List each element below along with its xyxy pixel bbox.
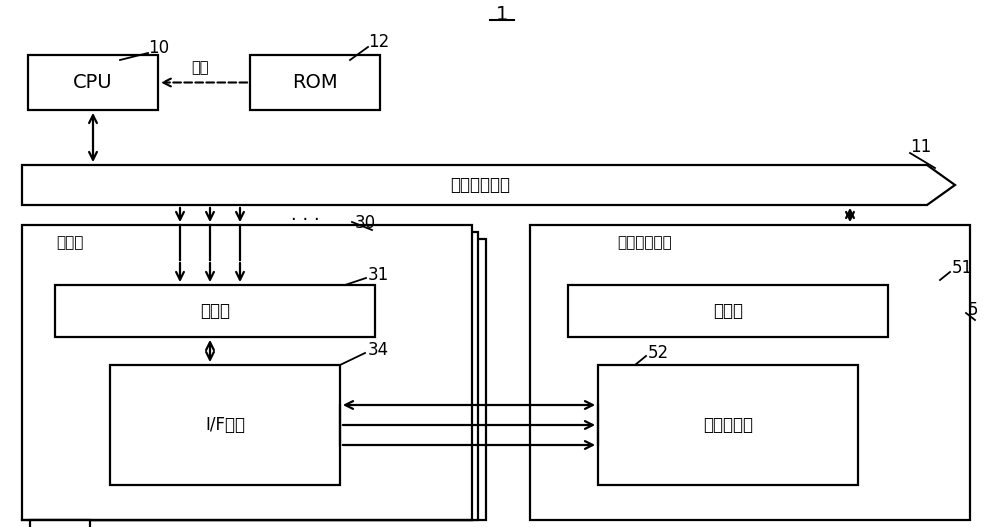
Text: 52: 52	[648, 344, 669, 362]
Polygon shape	[22, 165, 955, 205]
Bar	[28, 55, 158, 110]
Text: . . .: . . .	[291, 206, 319, 224]
Text: 定时管理电路: 定时管理电路	[618, 236, 672, 250]
Text: 34: 34	[368, 341, 389, 359]
Text: CPU: CPU	[73, 73, 113, 92]
Bar	[530, 225, 970, 520]
Bar	[250, 55, 380, 110]
Text: 10: 10	[148, 39, 169, 57]
Text: 5: 5	[968, 301, 978, 319]
Text: 12: 12	[368, 33, 389, 51]
Text: 30: 30	[355, 214, 376, 232]
Text: 11: 11	[910, 138, 931, 156]
Text: 31: 31	[368, 266, 389, 284]
Bar	[568, 285, 888, 337]
Text: 定时器: 定时器	[56, 236, 84, 250]
Bar	[598, 365, 858, 485]
Text: I/F电路: I/F电路	[205, 416, 245, 434]
Bar	[22, 225, 472, 520]
Text: 计数器电路: 计数器电路	[703, 416, 753, 434]
Text: 内部外围总线: 内部外围总线	[450, 176, 510, 194]
Bar	[38, 239, 486, 520]
Text: ROM: ROM	[292, 73, 338, 92]
Text: 寄存器: 寄存器	[200, 302, 230, 320]
Text: 51: 51	[952, 259, 973, 277]
Bar	[110, 365, 340, 485]
Bar	[30, 232, 478, 520]
Text: 1: 1	[496, 5, 508, 24]
Text: 寄存器: 寄存器	[713, 302, 743, 320]
Bar	[30, 520, 90, 527]
Text: 代码: 代码	[191, 61, 209, 75]
Bar	[55, 285, 375, 337]
